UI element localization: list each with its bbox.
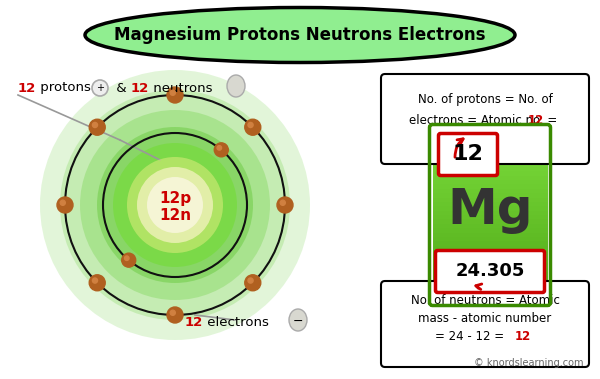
Text: electrons: electrons xyxy=(203,315,269,329)
Bar xyxy=(433,272,548,277)
Text: 24.305: 24.305 xyxy=(455,263,524,280)
Text: neutrons: neutrons xyxy=(149,81,212,94)
Circle shape xyxy=(89,119,105,135)
Circle shape xyxy=(217,146,221,150)
Circle shape xyxy=(92,80,108,96)
Bar xyxy=(433,211,548,216)
FancyBboxPatch shape xyxy=(439,133,497,175)
Bar xyxy=(433,241,548,247)
Circle shape xyxy=(122,253,136,267)
Circle shape xyxy=(113,143,237,267)
Bar xyxy=(433,298,548,304)
Text: mass - atomic number: mass - atomic number xyxy=(418,313,551,326)
Circle shape xyxy=(167,307,183,323)
Bar xyxy=(433,215,548,220)
Text: protons: protons xyxy=(36,81,91,94)
Bar xyxy=(433,232,548,238)
Circle shape xyxy=(248,278,253,283)
Text: electrons = Atomic no. =: electrons = Atomic no. = xyxy=(409,113,561,127)
Text: −: − xyxy=(293,315,303,327)
Text: © knordslearning.com: © knordslearning.com xyxy=(473,358,583,368)
Bar xyxy=(433,141,548,146)
Circle shape xyxy=(80,110,270,300)
Bar xyxy=(433,224,548,229)
Bar xyxy=(433,132,548,137)
Circle shape xyxy=(89,275,105,291)
Circle shape xyxy=(248,122,253,128)
Bar xyxy=(433,259,548,264)
Bar xyxy=(433,175,548,181)
Bar xyxy=(433,193,548,199)
Bar xyxy=(433,163,548,168)
Bar xyxy=(433,171,548,177)
Text: +: + xyxy=(96,83,104,93)
Ellipse shape xyxy=(289,309,307,331)
Bar xyxy=(433,127,548,133)
Bar xyxy=(433,263,548,268)
Bar xyxy=(433,145,548,150)
FancyBboxPatch shape xyxy=(436,251,545,293)
Text: 12: 12 xyxy=(452,144,484,164)
Circle shape xyxy=(60,200,65,205)
Circle shape xyxy=(97,127,253,283)
Text: No. of protons = No. of: No. of protons = No. of xyxy=(418,94,553,106)
Bar xyxy=(433,276,548,282)
Text: 12: 12 xyxy=(18,81,36,94)
Circle shape xyxy=(170,310,175,315)
Circle shape xyxy=(245,275,261,291)
Bar xyxy=(433,184,548,190)
Bar xyxy=(433,206,548,211)
Bar xyxy=(433,180,548,185)
Text: 12: 12 xyxy=(131,81,149,94)
Bar xyxy=(433,202,548,207)
Circle shape xyxy=(214,143,228,157)
Circle shape xyxy=(57,197,73,213)
Text: 12n: 12n xyxy=(159,207,191,222)
Circle shape xyxy=(280,200,286,205)
Bar xyxy=(433,237,548,242)
Bar xyxy=(433,136,548,142)
Text: 12p: 12p xyxy=(159,191,191,205)
Bar xyxy=(433,268,548,273)
Bar xyxy=(433,290,548,295)
Bar xyxy=(433,246,548,251)
Text: 12: 12 xyxy=(528,113,544,127)
FancyBboxPatch shape xyxy=(381,74,589,164)
Ellipse shape xyxy=(227,75,245,97)
Text: Mg: Mg xyxy=(447,186,533,234)
Text: Magnesium Protons Neutrons Electrons: Magnesium Protons Neutrons Electrons xyxy=(114,26,486,44)
Circle shape xyxy=(125,256,129,260)
Circle shape xyxy=(127,157,223,253)
Text: 12: 12 xyxy=(515,330,531,343)
Circle shape xyxy=(60,90,290,320)
Circle shape xyxy=(92,278,98,283)
Bar xyxy=(433,228,548,233)
Text: 12: 12 xyxy=(185,315,203,329)
Bar xyxy=(433,250,548,255)
Text: &: & xyxy=(112,81,131,94)
Bar xyxy=(433,149,548,155)
Circle shape xyxy=(170,90,175,96)
Circle shape xyxy=(40,70,310,340)
Ellipse shape xyxy=(85,8,515,63)
Bar xyxy=(433,189,548,194)
Bar xyxy=(433,285,548,290)
Bar xyxy=(433,167,548,172)
Text: = 24 - 12 =: = 24 - 12 = xyxy=(434,330,508,343)
Bar xyxy=(433,254,548,260)
Circle shape xyxy=(167,87,183,103)
Bar xyxy=(433,294,548,299)
Circle shape xyxy=(147,177,203,233)
Text: No. of neutrons = Atomic: No. of neutrons = Atomic xyxy=(410,294,559,307)
Circle shape xyxy=(92,122,98,128)
Circle shape xyxy=(137,167,213,243)
Bar xyxy=(433,197,548,203)
Circle shape xyxy=(245,119,261,135)
Circle shape xyxy=(277,197,293,213)
Bar xyxy=(433,280,548,286)
Bar xyxy=(433,219,548,225)
Bar xyxy=(433,158,548,163)
FancyBboxPatch shape xyxy=(381,281,589,367)
Bar xyxy=(433,154,548,159)
